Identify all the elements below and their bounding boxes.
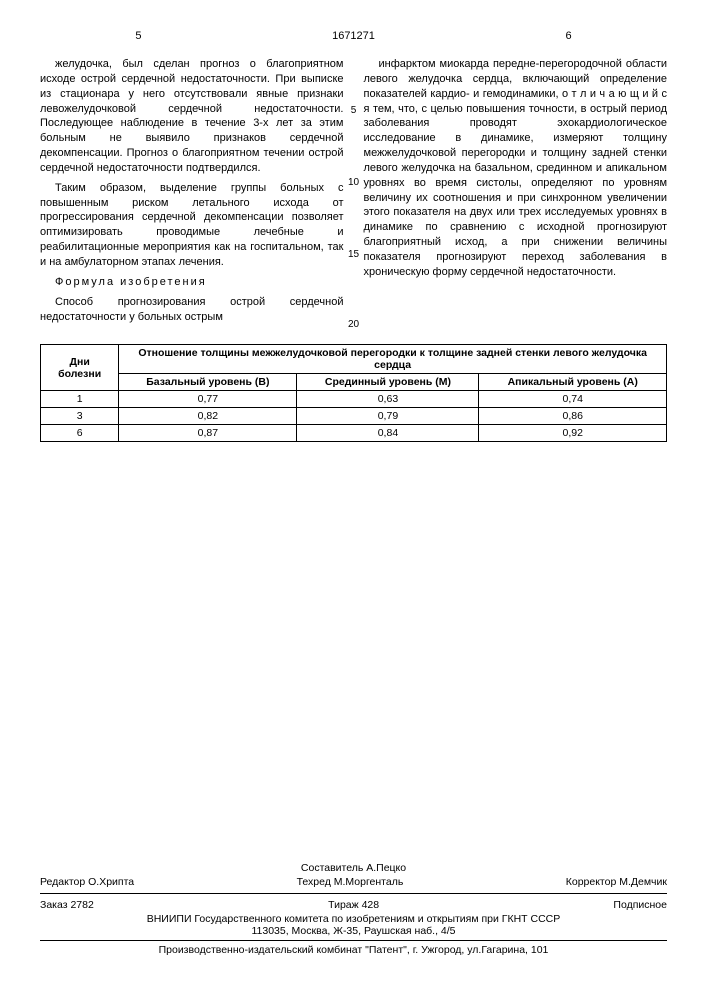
cell-a: 0,92	[479, 425, 667, 442]
page-number-right: 6	[566, 30, 572, 42]
order-row: Заказ 2782 Тираж 428 Подписное	[40, 897, 667, 913]
left-para-1: желудочка, был сделан прогноз о благопри…	[40, 57, 344, 176]
cell-b: 0,77	[119, 391, 297, 408]
data-table: Дни болезни Отношение толщины межжелудоч…	[40, 344, 667, 442]
page-header: 5 1671271 6	[40, 30, 667, 42]
text-columns-wrapper: 5 10 15 20 желудочка, был сделан прогноз…	[40, 57, 667, 329]
line-marker-10: 10	[348, 177, 359, 188]
order-number: Заказ 2782	[40, 899, 94, 911]
cell-a: 0,74	[479, 391, 667, 408]
separator	[40, 940, 667, 941]
cell-day: 6	[41, 425, 119, 442]
cell-m: 0,63	[297, 391, 479, 408]
separator	[40, 893, 667, 894]
cell-m: 0,79	[297, 408, 479, 425]
left-para-2: Таким образом, выделение группы больных …	[40, 181, 344, 270]
line-marker-20: 20	[348, 319, 359, 330]
col-header-basal: Базальный уровень (B)	[119, 374, 297, 391]
editor: Редактор О.Хрипта	[40, 876, 134, 888]
page-number-left: 5	[135, 30, 141, 42]
table-row: 1 0,77 0,63 0,74	[41, 391, 667, 408]
cell-m: 0,84	[297, 425, 479, 442]
subscription: Подписное	[613, 899, 667, 911]
two-column-text: желудочка, был сделан прогноз о благопри…	[40, 57, 667, 329]
right-column: инфарктом миокарда передне-перегородочно…	[364, 57, 668, 329]
cell-day: 1	[41, 391, 119, 408]
corrector: Корректор М.Демчик	[566, 876, 667, 888]
document-number: 1671271	[332, 30, 375, 42]
tirazh: Тираж 428	[328, 899, 379, 911]
cell-b: 0,87	[119, 425, 297, 442]
left-column: желудочка, был сделан прогноз о благопри…	[40, 57, 344, 329]
line-marker-15: 15	[348, 249, 359, 260]
techred: Техред М.Моргенталь	[297, 876, 404, 888]
table-row: 6 0,87 0,84 0,92	[41, 425, 667, 442]
col-header-median: Срединный уровень (M)	[297, 374, 479, 391]
table-header-row-1: Дни болезни Отношение толщины межжелудоч…	[41, 345, 667, 374]
producer-line: Производственно-издательский комбинат "П…	[40, 944, 667, 956]
editor-row: Редактор О.Хрипта Техред М.Моргенталь Ко…	[40, 874, 667, 890]
org-line: ВНИИПИ Государственного комитета по изоб…	[40, 913, 667, 925]
formula-title: Формула изобретения	[40, 275, 344, 290]
line-marker-5: 5	[351, 105, 357, 116]
col-header-merged: Отношение толщины межжелудочковой перего…	[119, 345, 667, 374]
footer-block: Составитель А.Пецко Редактор О.Хрипта Те…	[40, 862, 667, 956]
compiler-line: Составитель А.Пецко	[40, 862, 667, 874]
col-header-apical: Апикальный уровень (A)	[479, 374, 667, 391]
table-header-row-2: Базальный уровень (B) Срединный уровень …	[41, 374, 667, 391]
cell-a: 0,86	[479, 408, 667, 425]
cell-b: 0,82	[119, 408, 297, 425]
left-para-3: Способ прогнозирования острой сердечной …	[40, 295, 344, 325]
table-row: 3 0,82 0,79 0,86	[41, 408, 667, 425]
address-line: 113035, Москва, Ж-35, Раушская наб., 4/5	[40, 925, 667, 937]
cell-day: 3	[41, 408, 119, 425]
col-header-days: Дни болезни	[41, 345, 119, 391]
right-para-1: инфарктом миокарда передне-перегородочно…	[364, 57, 668, 280]
